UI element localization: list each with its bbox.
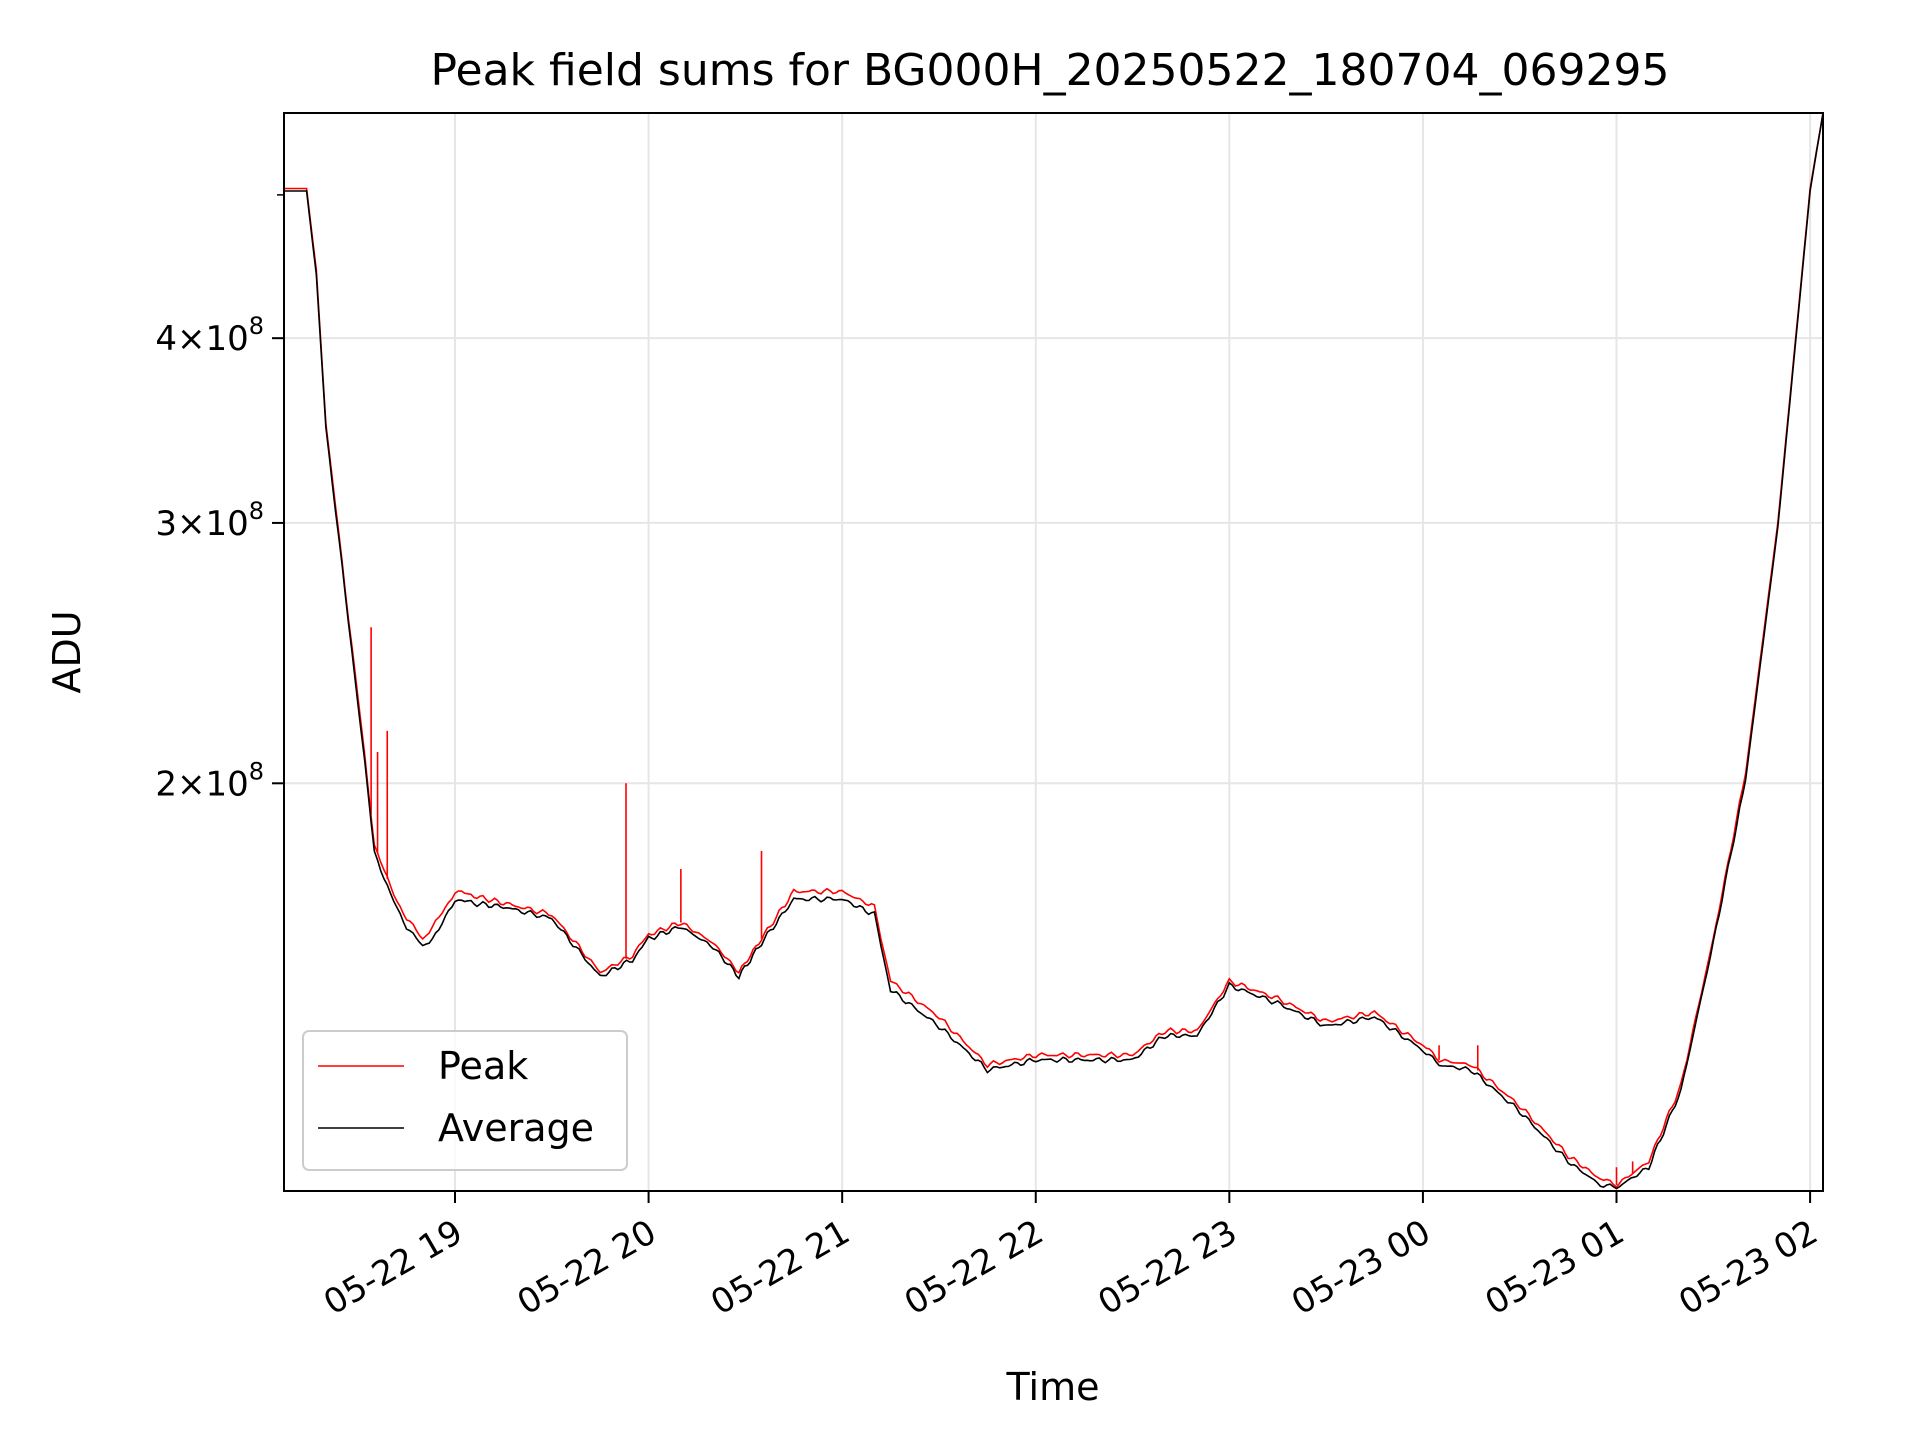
legend-label-peak: Peak <box>438 1044 528 1088</box>
series-line-peak <box>284 112 1824 1189</box>
y-tick-label: 3×108 <box>155 497 264 544</box>
y-axis: 2×108 3×108 4×108 <box>155 194 284 804</box>
y-tick-label: 4×108 <box>155 312 264 359</box>
plot-lines <box>284 112 1824 1190</box>
y-tick-label: 2×108 <box>155 757 264 804</box>
series-line-average <box>284 112 1824 1190</box>
grid <box>284 113 1823 1191</box>
legend-label-average: Average <box>438 1106 594 1150</box>
chart-title: Peak field sums for BG000H_20250522_1807… <box>431 45 1670 96</box>
legend: Peak Average <box>302 1030 628 1171</box>
plot-frame <box>283 112 1824 1192</box>
y-axis-label: ADU <box>45 610 89 693</box>
x-axis-label: Time <box>1006 1365 1100 1409</box>
